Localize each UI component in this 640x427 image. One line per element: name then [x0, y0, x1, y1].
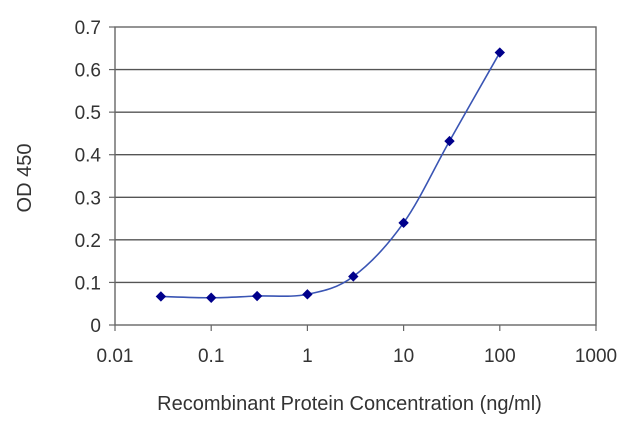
x-tick-label: 1000 [575, 346, 617, 367]
data-point [302, 289, 313, 300]
fit-curve-line [160, 52, 501, 299]
y-tick-label: 0.5 [75, 103, 101, 124]
x-tick-label: 100 [484, 346, 516, 367]
data-point [444, 135, 455, 147]
y-tick-label: 0 [90, 316, 101, 337]
data-points [155, 47, 505, 303]
data-point [398, 217, 409, 229]
data-point [494, 47, 505, 58]
ticks: 0 0.1 0.2 0.3 0.4 0.5 0.6 0.7 0.01 0.1 1 10 100 1000 [75, 18, 618, 367]
data-point [348, 271, 359, 282]
y-tick-label: 0.7 [75, 18, 101, 39]
x-tick-label: 0.1 [198, 346, 224, 367]
fit-curve [160, 52, 501, 299]
x-tick-label: 0.01 [97, 346, 134, 367]
x-axis-title: Recombinant Protein Concentration (ng/ml… [157, 393, 542, 415]
plot-frame [114, 26, 597, 326]
data-point [251, 290, 263, 302]
data-point [206, 292, 217, 303]
grid [115, 68, 596, 284]
x-tick-label: 10 [393, 346, 414, 367]
x-tick-label: 1 [302, 346, 313, 367]
y-tick-label: 0.1 [75, 273, 101, 294]
y-tick-label: 0.6 [75, 61, 101, 82]
y-tick-label: 0.4 [75, 146, 102, 167]
data-point [155, 291, 167, 302]
y-tick-label: 0.3 [75, 188, 101, 209]
y-tick-label: 0.2 [75, 231, 101, 252]
y-axis-title: OD 450 [14, 144, 36, 213]
